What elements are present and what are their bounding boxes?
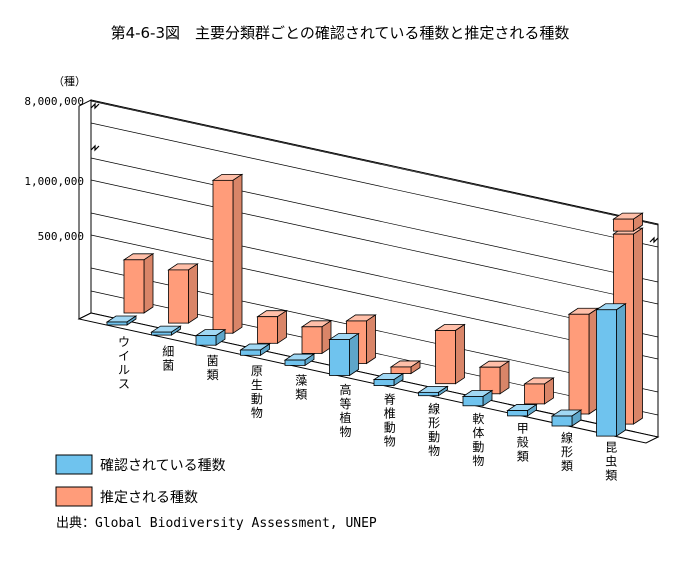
category-label: 細菌 <box>162 345 174 373</box>
bar-confirmed <box>283 353 316 367</box>
bar-confirmed <box>550 409 583 427</box>
bar-estimated <box>434 323 466 385</box>
bar-confirmed <box>194 328 227 346</box>
chart-title: 第4-6-3図 主要分類群ごとの確認されている種数と推定される種数 <box>111 24 570 42</box>
bar-estimated <box>389 360 422 375</box>
y-tick-label: 8,000,000 <box>24 95 84 108</box>
bar-estimated <box>167 263 199 324</box>
source-note: 出典：Global Biodiversity Assessment, UNEP <box>56 516 377 531</box>
bar-confirmed <box>239 343 271 357</box>
category-label: ウイルス <box>118 335 130 391</box>
y-tick-label: 500,000 <box>38 230 84 243</box>
legend-label: 確認されている種数 <box>100 458 226 474</box>
legend-swatch <box>55 454 93 475</box>
gridline <box>90 212 659 338</box>
category-label: 線形動物 <box>428 401 440 458</box>
bar-confirmed <box>595 303 627 437</box>
category-label: 藻類 <box>295 373 307 401</box>
bar-confirmed <box>461 389 494 407</box>
category-label: 脊椎動物 <box>384 393 396 449</box>
gridline <box>90 179 659 305</box>
bar-estimated <box>211 173 244 334</box>
category-label: 菌類 <box>207 354 219 382</box>
legend-swatch <box>55 486 93 507</box>
axis-break-mark <box>90 102 100 110</box>
plot-side-wall <box>78 99 92 320</box>
category-label: 線形類 <box>561 430 573 473</box>
gridline <box>90 234 659 360</box>
axis-break-mark <box>649 236 659 244</box>
bar-estimated <box>478 360 511 395</box>
gridline <box>90 100 659 226</box>
bar-confirmed <box>372 372 405 387</box>
category-label: 高等植物 <box>339 382 351 439</box>
gridline <box>90 157 659 283</box>
category-label: 甲殻類 <box>517 421 529 463</box>
bar-confirmed <box>150 325 182 336</box>
bar-estimated <box>122 253 155 314</box>
y-axis-unit-label: （種） <box>53 74 86 88</box>
bar-estimated <box>523 377 555 405</box>
legend-label: 推定される種数 <box>100 490 198 506</box>
bar-confirmed <box>417 385 449 397</box>
bar-estimated <box>567 307 600 415</box>
category-label: 軟体動物 <box>472 411 484 468</box>
bar-confirmed <box>506 403 538 417</box>
bar-confirmed <box>105 315 138 326</box>
bar-estimated <box>256 309 288 345</box>
gridline <box>90 122 659 248</box>
category-label: 原生動物 <box>251 364 263 420</box>
y-tick-label: 1,000,000 <box>24 175 84 188</box>
bar-estimated <box>300 320 333 355</box>
category-label: 昆虫類 <box>605 441 617 483</box>
bar-estimated-cap <box>612 212 644 232</box>
axis-break-mark <box>90 144 100 152</box>
bar-confirmed <box>328 332 360 377</box>
